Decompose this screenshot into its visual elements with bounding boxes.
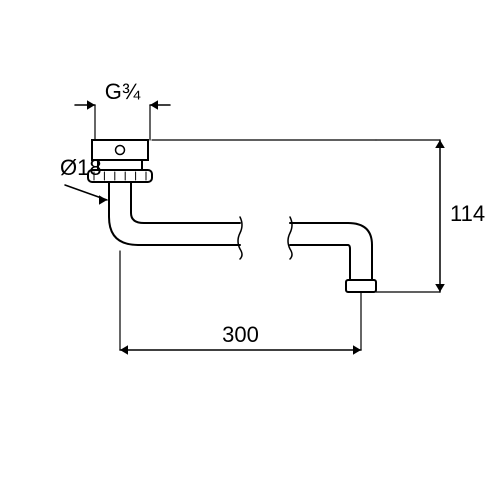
dimension-thread: G¾ — [105, 79, 141, 104]
technical-drawing: G¾ Ø18 300 114 — [0, 0, 500, 500]
dimension-diameter: Ø18 — [60, 155, 102, 180]
dimension-drop: 114 — [450, 201, 485, 226]
dimension-length: 300 — [222, 322, 259, 347]
